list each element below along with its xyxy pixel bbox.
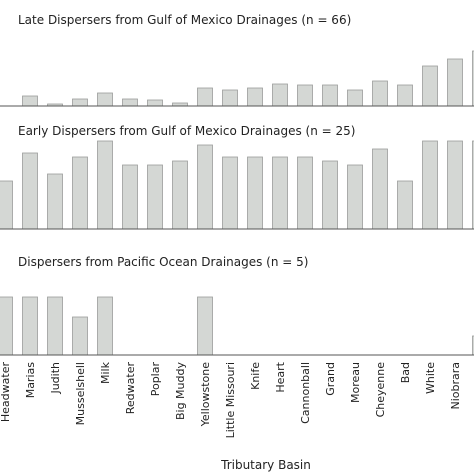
bar <box>122 164 138 230</box>
bar <box>197 87 213 107</box>
bar <box>347 164 363 230</box>
bar <box>0 296 13 356</box>
x-tick-label: Knife <box>249 362 262 390</box>
bar <box>147 99 163 107</box>
bar <box>422 65 438 107</box>
bar <box>372 148 388 230</box>
x-tick-label: White <box>424 362 437 394</box>
bar <box>72 156 88 230</box>
x-tick-label: Grand <box>324 362 337 396</box>
bar <box>22 296 38 356</box>
bar <box>72 98 88 107</box>
x-tick-label: Redwater <box>124 362 137 415</box>
x-tick-label: Cannonball <box>299 362 312 424</box>
bar <box>272 156 288 230</box>
bar <box>297 156 313 230</box>
bar <box>47 296 63 356</box>
bar <box>197 144 213 230</box>
bar <box>472 140 474 230</box>
bar <box>247 156 263 230</box>
bar <box>0 180 13 230</box>
x-tick-label: Cheyenne <box>374 362 387 418</box>
bar <box>147 164 163 230</box>
bar <box>447 58 463 107</box>
bar <box>397 84 413 107</box>
x-tick-label: Bad <box>399 362 412 383</box>
bar <box>247 87 263 107</box>
x-axis-label: Tributary Basin <box>220 458 311 472</box>
bar <box>397 180 413 230</box>
bar <box>347 89 363 107</box>
bar <box>447 140 463 230</box>
bar <box>97 140 113 230</box>
bar <box>422 140 438 230</box>
x-tick-label: Niobrara <box>449 362 462 410</box>
x-tick-label: Yellowstone <box>199 362 212 428</box>
bar <box>22 152 38 230</box>
x-tick-label: Milk <box>99 361 112 384</box>
bar <box>197 296 213 356</box>
bar <box>297 84 313 107</box>
panel-title: Late Dispersers from Gulf of Mexico Drai… <box>18 13 351 27</box>
bar <box>322 84 338 107</box>
bar <box>472 335 474 356</box>
bar <box>222 89 238 107</box>
x-tick-label: Judith <box>49 362 62 395</box>
bar <box>97 92 113 107</box>
x-tick-label: Poplar <box>149 362 162 397</box>
x-tick-label: Headwater <box>0 362 12 423</box>
x-tick-label: Little Missouri <box>224 362 237 438</box>
x-tick-label: Moreau <box>349 362 362 403</box>
x-tick-label: Marias <box>24 362 37 399</box>
bar <box>172 160 188 230</box>
bar <box>122 98 138 107</box>
panel-title: Dispersers from Pacific Ocean Drainages … <box>18 255 308 269</box>
bar <box>272 83 288 107</box>
bar <box>372 80 388 107</box>
bar <box>472 50 474 107</box>
bar <box>22 95 38 107</box>
x-tick-label: Heart <box>274 361 287 392</box>
bar <box>47 173 63 230</box>
bar <box>222 156 238 230</box>
x-tick-label: Big Muddy <box>174 362 187 421</box>
bar <box>322 160 338 230</box>
bar <box>72 316 88 356</box>
x-tick-label: Musselshell <box>74 362 87 425</box>
bar <box>97 296 113 356</box>
panel-title: Early Dispersers from Gulf of Mexico Dra… <box>18 124 355 138</box>
